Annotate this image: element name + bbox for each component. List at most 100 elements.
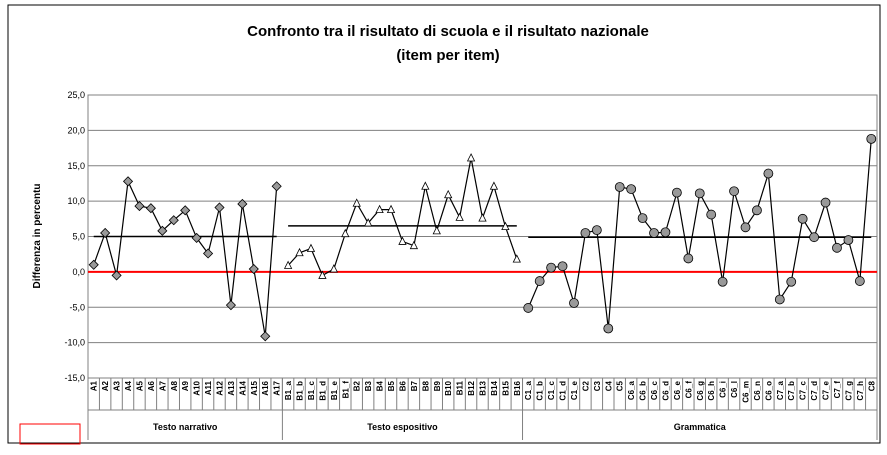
x-tick-label: C6_n	[753, 381, 762, 401]
x-tick-label: C2	[581, 380, 590, 391]
x-tick-label: A5	[135, 380, 144, 391]
marker	[797, 213, 808, 224]
marker	[774, 294, 785, 305]
x-tick-label: C7_f	[833, 381, 842, 399]
x-tick-label: B3	[364, 380, 373, 391]
x-tick-label: C6_h	[707, 381, 716, 401]
marker	[489, 181, 499, 190]
marker	[225, 300, 237, 311]
marker	[546, 262, 557, 273]
x-tick-label: B1_c	[307, 380, 316, 400]
x-tick-label: A7	[158, 380, 167, 391]
marker	[271, 181, 282, 192]
x-tick-label: A2	[101, 380, 110, 391]
marker	[375, 204, 384, 214]
x-tick-label: C1_d	[559, 381, 568, 401]
marker	[534, 276, 545, 286]
x-tick-label: B1_b	[296, 381, 305, 401]
marker	[626, 184, 637, 194]
x-tick-label: C6_i	[719, 381, 728, 398]
y-tick-label: 20,0	[67, 125, 85, 135]
group-label: Grammatica	[674, 422, 727, 432]
marker	[843, 235, 854, 245]
marker	[523, 303, 534, 313]
marker	[444, 189, 453, 199]
marker	[306, 243, 316, 252]
marker	[763, 168, 774, 179]
marker	[786, 276, 797, 287]
marker	[318, 270, 327, 279]
x-tick-label: B12	[467, 380, 476, 395]
marker	[580, 228, 591, 238]
x-tick-label: A15	[250, 380, 259, 395]
marker	[809, 232, 820, 243]
x-tick-label: B11	[456, 380, 465, 395]
y-axis-label: Differenza in percentu	[32, 183, 43, 288]
marker	[866, 133, 877, 144]
marker	[283, 260, 293, 269]
x-tick-label: C7_c	[799, 380, 808, 400]
y-tick-label: -15,0	[64, 373, 85, 383]
x-tick-label: C6_g	[696, 381, 705, 401]
x-tick-label: C1_a	[524, 380, 533, 400]
x-tick-label: B4	[376, 380, 385, 391]
marker	[191, 232, 202, 243]
x-tick-label: C4	[604, 380, 613, 391]
marker	[122, 176, 134, 187]
marker	[614, 182, 625, 192]
legend-stub	[19, 423, 81, 445]
marker	[168, 215, 179, 226]
x-tick-label: C7_e	[822, 380, 831, 400]
x-tick-label: B7	[410, 380, 419, 391]
x-tick-label: C6_b	[639, 381, 648, 401]
marker	[386, 204, 396, 214]
marker	[157, 225, 168, 236]
marker	[364, 218, 373, 227]
x-tick-label: C6_c	[650, 380, 659, 400]
x-tick-label: B6	[398, 380, 407, 391]
x-tick-label: A9	[181, 380, 190, 391]
x-tick-label: B1_e	[330, 380, 339, 400]
marker	[694, 188, 705, 199]
x-tick-label: A3	[113, 380, 122, 391]
x-tick-label: C6_o	[764, 381, 773, 401]
x-tick-label: B5	[387, 380, 396, 391]
x-tick-label: C3	[593, 380, 602, 391]
x-tick-label: A14	[238, 380, 247, 395]
x-tick-label: C6_e	[673, 380, 682, 400]
y-tick-label: -10,0	[64, 338, 85, 348]
x-tick-label: B10	[444, 380, 453, 395]
marker	[501, 221, 510, 230]
x-tick-label: C6_a	[627, 380, 636, 400]
x-tick-label: C7_h	[856, 381, 865, 401]
x-tick-label: A17	[273, 380, 282, 395]
marker	[421, 181, 430, 190]
marker	[237, 198, 248, 210]
marker	[295, 247, 304, 257]
marker	[854, 276, 865, 286]
marker	[248, 263, 259, 275]
marker	[717, 276, 728, 287]
marker	[591, 225, 602, 236]
group-label: Testo narrativo	[153, 422, 218, 432]
marker	[820, 197, 831, 208]
marker	[134, 201, 145, 212]
marker	[432, 225, 441, 235]
marker	[398, 236, 407, 245]
x-tick-label: C6_m	[742, 381, 751, 403]
marker	[329, 264, 338, 273]
x-tick-label: B1_d	[318, 381, 327, 401]
marker	[409, 240, 419, 250]
x-tick-label: B15	[501, 380, 510, 395]
marker	[569, 298, 579, 308]
x-tick-label: A6	[147, 380, 156, 391]
marker	[478, 213, 487, 222]
x-tick-label: A11	[204, 380, 213, 395]
marker	[603, 323, 614, 334]
x-tick-label: B8	[421, 380, 430, 391]
x-tick-label: C7_d	[810, 381, 819, 401]
marker	[145, 203, 156, 214]
marker	[111, 270, 122, 281]
marker	[557, 261, 568, 272]
